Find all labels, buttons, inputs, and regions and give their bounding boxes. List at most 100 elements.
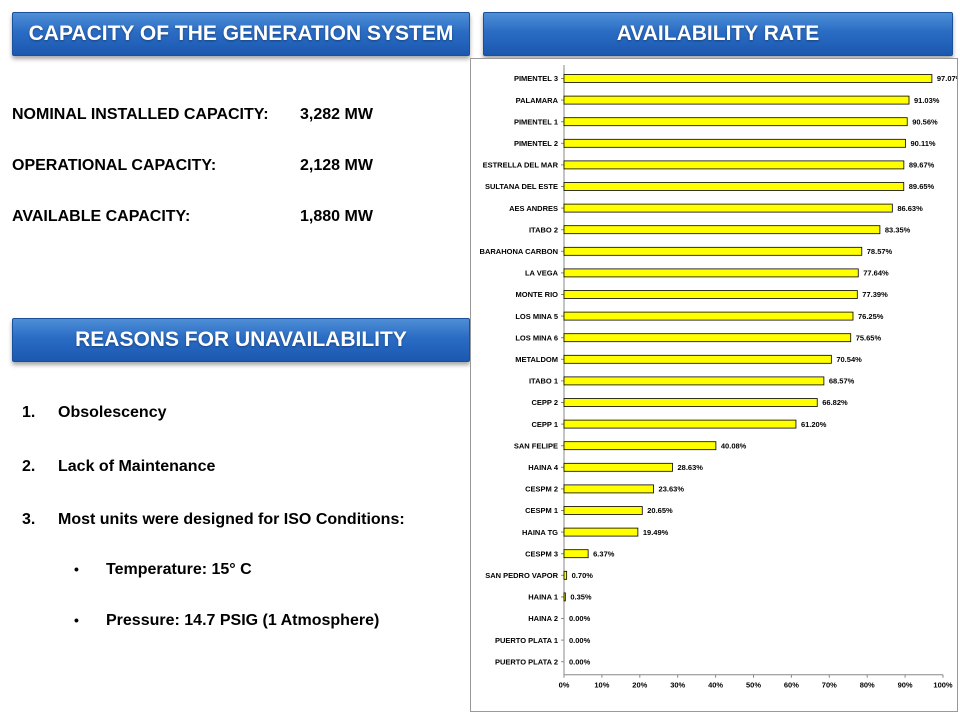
category-label: ITABO 1	[529, 377, 558, 386]
value-label: 75.65%	[856, 333, 882, 342]
reason-text: Obsolescency	[58, 404, 167, 421]
value-label: 0.35%	[570, 593, 592, 602]
availability-chart-frame: PIMENTEL 3 97.07% PALAMARA 91.03% PIMENTEL 1…	[470, 58, 958, 712]
category-label: CESPM 2	[525, 485, 558, 494]
bar	[563, 117, 908, 127]
value-label: 91.03%	[914, 96, 940, 105]
x-tick-label: 100%	[933, 681, 953, 690]
bar	[563, 527, 639, 537]
bar	[563, 484, 654, 494]
value-label: 0.00%	[569, 657, 591, 666]
capacity-value: 1,880 MW	[300, 208, 373, 225]
bar	[563, 203, 893, 213]
category-label: PIMENTEL 2	[514, 139, 558, 148]
bar	[563, 333, 852, 343]
bar	[563, 592, 566, 602]
category-label: AES ANDRES	[509, 204, 558, 213]
bar	[563, 462, 673, 472]
bar	[563, 311, 854, 321]
category-label: HAINA 2	[528, 614, 558, 623]
category-label: ESTRELLA DEL MAR	[483, 161, 559, 170]
value-label: 86.63%	[897, 204, 923, 213]
x-tick-label: 60%	[784, 681, 799, 690]
value-label: 19.49%	[643, 528, 669, 537]
value-label: 76.25%	[858, 312, 884, 321]
category-label: CESPM 1	[525, 506, 558, 515]
value-label: 23.63%	[659, 485, 685, 494]
category-label: CEPP 1	[531, 420, 558, 429]
value-label: 40.08%	[721, 441, 747, 450]
value-label: 6.37%	[593, 549, 615, 558]
value-label: 70.54%	[836, 355, 862, 364]
reason-text: Most units were designed for ISO Conditi…	[58, 511, 405, 528]
x-tick-label: 30%	[670, 681, 685, 690]
category-label: PIMENTEL 1	[514, 117, 558, 126]
capacity-label: OPERATIONAL CAPACITY:	[12, 157, 217, 174]
reason-text: Lack of Maintenance	[58, 458, 216, 475]
value-label: 28.63%	[678, 463, 704, 472]
capacity-banner: CAPACITY OF THE GENERATION SYSTEM	[12, 12, 470, 56]
category-label: LOS MINA 6	[515, 333, 558, 342]
bullet-icon: •	[74, 612, 79, 628]
bar	[563, 441, 717, 451]
category-label: METALDOM	[515, 355, 558, 364]
x-tick-label: 10%	[594, 681, 609, 690]
bar	[563, 95, 910, 105]
capacity-value: 3,282 MW	[300, 106, 373, 123]
x-tick-label: 40%	[708, 681, 723, 690]
category-label: LOS MINA 5	[515, 312, 558, 321]
reason-number: 1.	[22, 404, 36, 421]
category-label: HAINA 4	[528, 463, 559, 472]
value-label: 90.56%	[912, 117, 938, 126]
bar	[563, 506, 643, 515]
condition-text: Temperature: 15° C	[106, 561, 252, 578]
availability-banner: AVAILABILITY RATE	[483, 12, 953, 56]
category-label: BARAHONA CARBON	[480, 247, 558, 256]
value-label: 61.20%	[801, 420, 827, 429]
bar	[563, 268, 859, 278]
value-label: 78.57%	[867, 247, 893, 256]
bar	[563, 246, 863, 256]
value-label: 66.82%	[822, 398, 848, 407]
category-label: SAN FELIPE	[514, 441, 558, 450]
bar	[563, 138, 906, 148]
bar	[563, 398, 818, 407]
value-label: 68.57%	[829, 377, 855, 386]
capacity-label: NOMINAL INSTALLED CAPACITY:	[12, 106, 269, 123]
category-label: LA VEGA	[525, 269, 559, 278]
condition-text: Pressure: 14.7 PSIG (1 Atmosphere)	[106, 612, 380, 629]
category-label: PUERTO PLATA 2	[495, 657, 558, 666]
value-label: 90.11%	[911, 139, 936, 148]
bar	[563, 376, 825, 386]
bullet-icon: •	[74, 561, 79, 577]
value-label: 0.70%	[572, 571, 594, 580]
value-label: 77.64%	[863, 269, 889, 278]
category-label: CEPP 2	[531, 398, 558, 407]
value-label: 89.65%	[909, 182, 935, 191]
value-label: 0.00%	[569, 636, 591, 645]
x-tick-label: 80%	[860, 681, 875, 690]
bar	[563, 549, 589, 559]
x-tick-label: 0%	[559, 681, 570, 690]
value-label: 97.07%	[937, 74, 957, 83]
bar	[563, 290, 858, 299]
value-label: 0.00%	[569, 614, 591, 623]
category-label: PIMENTEL 3	[514, 74, 558, 83]
category-label: HAINA TG	[522, 528, 558, 537]
capacity-value: 2,128 MW	[300, 157, 373, 174]
bar	[563, 74, 933, 83]
value-label: 20.65%	[647, 506, 673, 515]
category-label: SAN PEDRO VAPOR	[485, 571, 558, 580]
category-label: PALAMARA	[516, 96, 559, 105]
reason-number: 3.	[22, 511, 36, 528]
reason-number: 2.	[22, 458, 36, 475]
value-label: 77.39%	[862, 290, 888, 299]
x-tick-label: 70%	[822, 681, 837, 690]
reasons-banner: REASONS FOR UNAVAILABILITY	[12, 318, 470, 362]
category-label: ITABO 2	[529, 225, 558, 234]
category-label: HAINA 1	[528, 593, 558, 602]
x-tick-label: 20%	[632, 681, 647, 690]
value-label: 89.67%	[909, 161, 935, 170]
x-tick-label: 90%	[898, 681, 913, 690]
x-tick-label: 50%	[746, 681, 761, 690]
